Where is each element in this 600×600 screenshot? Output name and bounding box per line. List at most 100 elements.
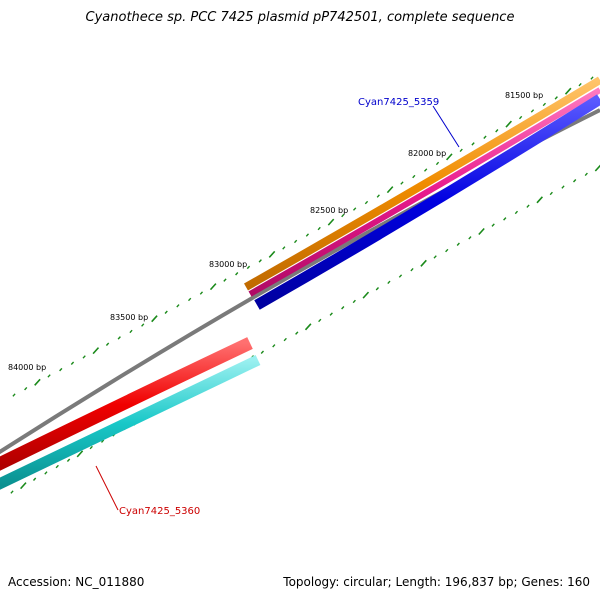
major-tick bbox=[386, 186, 394, 194]
major-tick bbox=[327, 218, 335, 226]
minor-tick bbox=[549, 191, 553, 196]
minor-tick bbox=[164, 310, 168, 314]
minor-tick bbox=[318, 318, 322, 323]
minor-tick bbox=[260, 350, 265, 354]
tick-label: 82000 bp bbox=[408, 149, 446, 158]
gene-track-cyan7425-5359[interactable] bbox=[244, 76, 600, 310]
major-tick bbox=[594, 164, 600, 172]
minor-tick bbox=[258, 259, 262, 263]
tick-label: 84000 bp bbox=[8, 363, 46, 372]
minor-tick bbox=[483, 135, 487, 139]
tick-labels: 81500 bp 82000 bp 82500 bp 83000 bp 8350… bbox=[8, 91, 543, 372]
gene-leader-line-5359 bbox=[432, 105, 460, 148]
major-tick bbox=[304, 323, 312, 331]
major-tick bbox=[446, 153, 453, 161]
minor-tick bbox=[70, 361, 75, 365]
minor-tick bbox=[341, 306, 345, 310]
minor-tick bbox=[329, 312, 333, 316]
minor-tick bbox=[283, 337, 287, 342]
minor-tick bbox=[578, 82, 582, 87]
minor-tick bbox=[590, 76, 594, 80]
minor-tick bbox=[400, 181, 404, 185]
minor-tick bbox=[223, 278, 227, 282]
minor-tick bbox=[341, 213, 345, 218]
tick-label: 83500 bp bbox=[110, 313, 148, 322]
major-tick bbox=[536, 196, 543, 204]
minor-tick bbox=[246, 265, 251, 270]
minor-tick bbox=[554, 96, 558, 100]
tick-label: 82500 bp bbox=[310, 206, 348, 215]
minor-tick bbox=[66, 458, 71, 462]
minor-tick bbox=[398, 274, 403, 278]
minor-tick bbox=[376, 194, 380, 198]
major-tick bbox=[362, 291, 370, 299]
minor-tick bbox=[364, 200, 369, 205]
minor-tick bbox=[410, 267, 414, 272]
major-tick bbox=[209, 283, 217, 291]
cyan-feature-track bbox=[0, 355, 261, 490]
minor-tick bbox=[12, 393, 16, 397]
accession-text: Accession: NC_011880 bbox=[8, 575, 145, 589]
minor-tick bbox=[503, 217, 507, 221]
minor-tick bbox=[105, 342, 110, 346]
gene-label-cyan7425-5360[interactable]: Cyan7425_5360 bbox=[119, 506, 200, 517]
minor-tick bbox=[141, 323, 145, 327]
minor-tick bbox=[456, 242, 460, 246]
red-feature-track bbox=[0, 337, 253, 471]
minor-tick bbox=[305, 233, 310, 237]
major-tick bbox=[505, 120, 512, 128]
gene-label-cyan7425-5359[interactable]: Cyan7425_5359 bbox=[358, 97, 439, 108]
minor-tick bbox=[89, 445, 93, 450]
minor-tick bbox=[82, 355, 86, 359]
minor-tick bbox=[32, 477, 37, 481]
minor-tick bbox=[47, 374, 51, 378]
minor-tick bbox=[24, 386, 28, 391]
minor-tick bbox=[176, 304, 180, 308]
topology-summary: Topology: circular; Length: 196,837 bp; … bbox=[283, 575, 590, 589]
minor-tick bbox=[584, 172, 588, 177]
minor-tick bbox=[100, 439, 105, 443]
minor-tick bbox=[44, 471, 48, 475]
minor-tick bbox=[295, 331, 299, 335]
major-tick bbox=[420, 259, 427, 267]
tick-label: 83000 bp bbox=[209, 260, 247, 269]
minor-tick bbox=[530, 109, 535, 113]
major-tick bbox=[151, 315, 158, 323]
minor-tick bbox=[387, 280, 391, 285]
map-title: Cyanothece sp. PCC 7425 plasmid pP742501… bbox=[85, 10, 515, 25]
minor-tick bbox=[282, 246, 286, 250]
minor-tick bbox=[235, 272, 239, 276]
major-tick bbox=[268, 250, 276, 258]
minor-tick bbox=[129, 329, 133, 334]
minor-tick bbox=[514, 210, 519, 215]
orange-feature-track bbox=[244, 76, 600, 291]
minor-tick bbox=[412, 174, 416, 179]
minor-tick bbox=[10, 490, 14, 494]
major-tick bbox=[76, 450, 84, 458]
major-tick bbox=[92, 347, 100, 355]
minor-tick bbox=[352, 207, 357, 211]
major-tick bbox=[34, 378, 41, 386]
tick-label: 81500 bp bbox=[505, 91, 543, 100]
minor-tick bbox=[459, 148, 463, 153]
minor-tick bbox=[572, 179, 577, 183]
minor-tick bbox=[445, 248, 449, 253]
minor-tick bbox=[542, 102, 547, 107]
major-tick bbox=[478, 227, 485, 236]
minor-tick bbox=[293, 239, 298, 244]
gene-leader-line-5360 bbox=[95, 465, 119, 511]
outer-tick-ring bbox=[12, 76, 594, 397]
minor-tick bbox=[352, 299, 356, 304]
inner-tick-ring bbox=[10, 164, 600, 494]
major-tick bbox=[564, 87, 572, 95]
minor-tick bbox=[272, 344, 276, 348]
minor-tick bbox=[518, 115, 523, 120]
pink-feature-track bbox=[248, 87, 600, 297]
minor-tick bbox=[471, 142, 475, 146]
minor-tick bbox=[199, 291, 204, 295]
gene-track-cyan7425-5360[interactable] bbox=[0, 337, 261, 490]
minor-tick bbox=[317, 226, 321, 231]
minor-tick bbox=[433, 255, 437, 259]
minor-tick bbox=[187, 297, 192, 302]
